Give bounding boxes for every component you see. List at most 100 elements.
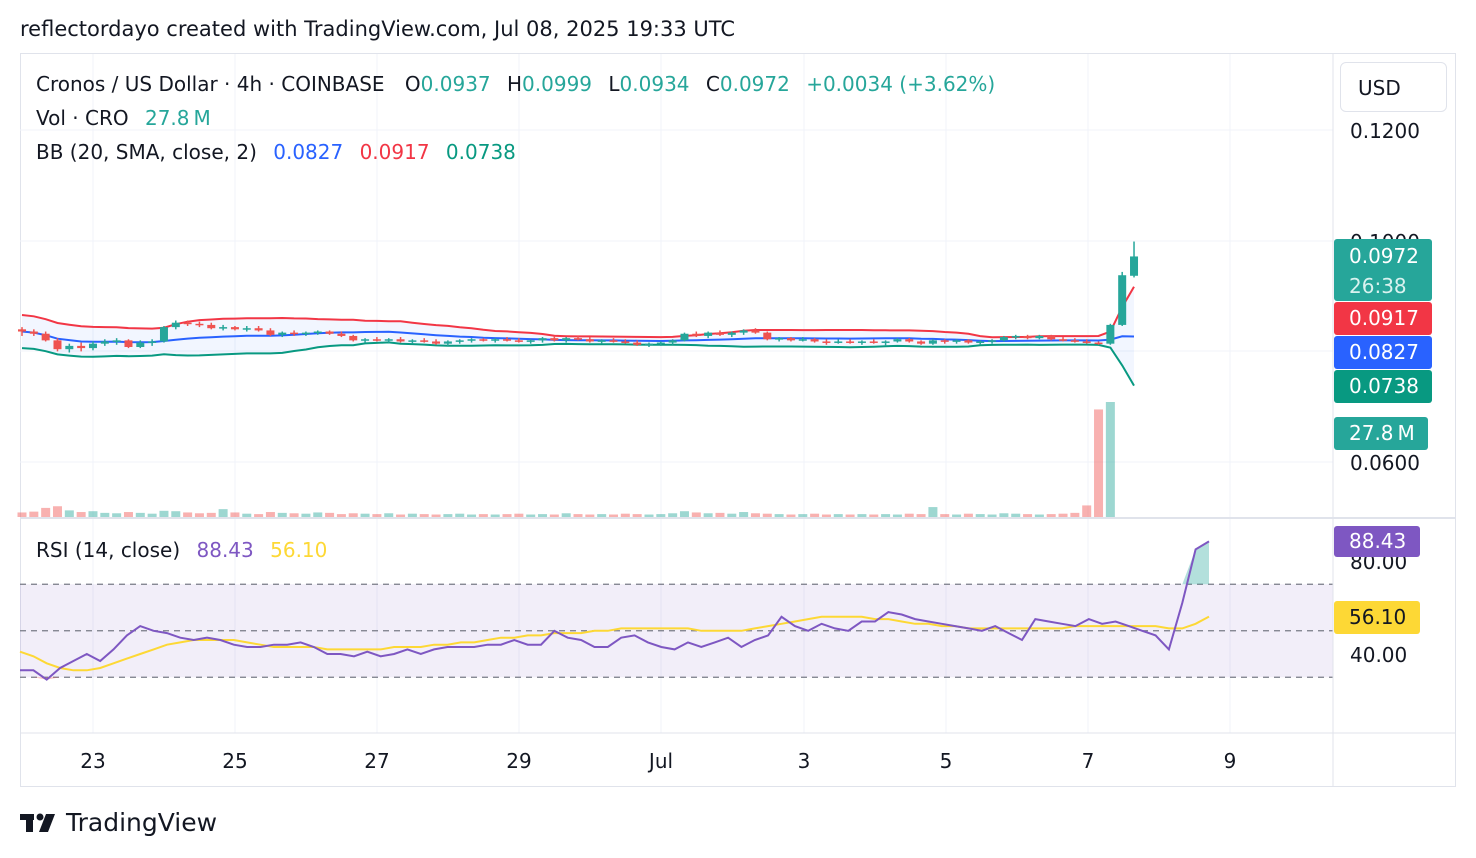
candle-body bbox=[361, 339, 370, 341]
volume-bar bbox=[194, 513, 204, 517]
rsi-oversold-fill bbox=[20, 677, 87, 680]
volume-bar bbox=[644, 514, 654, 517]
time-axis-label: 3 bbox=[798, 749, 811, 773]
volume-bar bbox=[407, 513, 417, 517]
candle bbox=[467, 338, 476, 343]
candle-body bbox=[254, 328, 263, 331]
price-tick-label: 0.1200 bbox=[1350, 119, 1420, 143]
candle bbox=[266, 328, 275, 336]
time-axis-label: 7 bbox=[1082, 749, 1095, 773]
volume-bar bbox=[112, 513, 122, 517]
candle-body bbox=[680, 333, 689, 341]
candle bbox=[763, 331, 772, 341]
candle-body bbox=[325, 331, 334, 334]
candle-body bbox=[443, 341, 452, 344]
candle-body bbox=[715, 332, 724, 335]
volume-bar bbox=[632, 514, 642, 517]
candle bbox=[739, 329, 748, 335]
candle bbox=[396, 337, 405, 343]
candle bbox=[846, 339, 855, 344]
bollinger-lower-value: 0.0738 bbox=[445, 140, 516, 164]
volume-bar bbox=[999, 513, 1009, 517]
volume-bar bbox=[443, 514, 453, 517]
rsi-label: RSI (14, close) bbox=[36, 538, 181, 562]
volume-bar bbox=[17, 512, 27, 517]
volume-bar bbox=[218, 509, 228, 517]
candle bbox=[775, 337, 784, 342]
rsi-ma-tag: 56.10 bbox=[1334, 601, 1420, 634]
volume-bar bbox=[526, 514, 536, 517]
volume-bar bbox=[478, 514, 488, 517]
volume-legend[interactable]: Vol · CRO 27.8 M bbox=[36, 106, 211, 130]
candle-body bbox=[550, 338, 559, 341]
candle-body bbox=[798, 339, 807, 341]
candle-body bbox=[41, 333, 50, 341]
rsi-tag: 88.43 bbox=[1334, 526, 1420, 557]
candlestick-series bbox=[18, 241, 1139, 353]
candle-body bbox=[408, 340, 417, 342]
candle-body bbox=[420, 340, 429, 342]
candle bbox=[680, 332, 689, 342]
main-legend[interactable]: Cronos / US Dollar · 4h · COINBASE O0.09… bbox=[36, 72, 995, 96]
candle bbox=[29, 329, 38, 336]
volume-bar bbox=[845, 514, 855, 517]
candle-body bbox=[834, 341, 843, 343]
candle-body bbox=[1106, 324, 1115, 344]
candle-body bbox=[230, 327, 239, 330]
last-price-tag: 0.0972 26:38 bbox=[1334, 239, 1432, 301]
candle bbox=[976, 340, 985, 345]
candle bbox=[361, 338, 370, 343]
volume-bar bbox=[881, 514, 891, 517]
candle bbox=[562, 337, 571, 343]
candle-body bbox=[964, 340, 973, 343]
candle bbox=[940, 339, 949, 344]
candle bbox=[715, 330, 724, 336]
volume-bar bbox=[502, 514, 512, 517]
candle bbox=[1106, 323, 1115, 345]
volume-bar bbox=[135, 512, 145, 517]
candle bbox=[668, 339, 677, 345]
high-value: 0.0999 bbox=[522, 72, 593, 96]
candle bbox=[585, 337, 594, 343]
candle bbox=[704, 331, 713, 339]
candle bbox=[278, 331, 287, 338]
tradingview-brand[interactable]: TradingView bbox=[20, 808, 217, 837]
volume-bar bbox=[727, 513, 737, 517]
candle-body bbox=[917, 341, 926, 344]
volume-bar bbox=[750, 513, 760, 517]
candle-body bbox=[775, 338, 784, 340]
bollinger-legend[interactable]: BB (20, SMA, close, 2) 0.0827 0.0917 0.0… bbox=[36, 140, 516, 164]
candle bbox=[1011, 334, 1020, 340]
volume-bar bbox=[857, 514, 867, 517]
candle bbox=[928, 339, 937, 345]
volume-bar bbox=[573, 514, 583, 517]
change-value: +0.0034 (+3.62%) bbox=[806, 72, 996, 96]
rsi-legend[interactable]: RSI (14, close) 88.43 56.10 bbox=[36, 538, 327, 562]
close-label: C bbox=[705, 72, 720, 96]
candle-body bbox=[88, 343, 97, 349]
candle bbox=[420, 338, 429, 343]
currency-selector[interactable]: USD bbox=[1340, 62, 1447, 112]
candle-body bbox=[952, 340, 961, 342]
volume-bar bbox=[1034, 514, 1044, 517]
candle bbox=[207, 322, 216, 330]
candle bbox=[53, 338, 62, 352]
candle bbox=[1035, 334, 1044, 340]
candle-body bbox=[786, 338, 795, 341]
time-axis-label: 5 bbox=[940, 749, 953, 773]
candle bbox=[538, 337, 547, 343]
candle bbox=[550, 335, 559, 342]
candle-body bbox=[1047, 335, 1056, 340]
volume-bar bbox=[703, 513, 713, 517]
symbol-label[interactable]: Cronos / US Dollar · 4h · COINBASE bbox=[36, 72, 385, 96]
low-value: 0.0934 bbox=[619, 72, 690, 96]
candle bbox=[77, 342, 86, 352]
candle-body bbox=[621, 341, 630, 343]
low-label: L bbox=[608, 72, 620, 96]
rsi-overbought-fill bbox=[1182, 541, 1209, 585]
volume-bar bbox=[183, 512, 193, 517]
volume-bar bbox=[691, 512, 701, 517]
tradingview-logo-icon bbox=[20, 813, 55, 832]
bar-countdown: 26:38 bbox=[1349, 274, 1407, 298]
